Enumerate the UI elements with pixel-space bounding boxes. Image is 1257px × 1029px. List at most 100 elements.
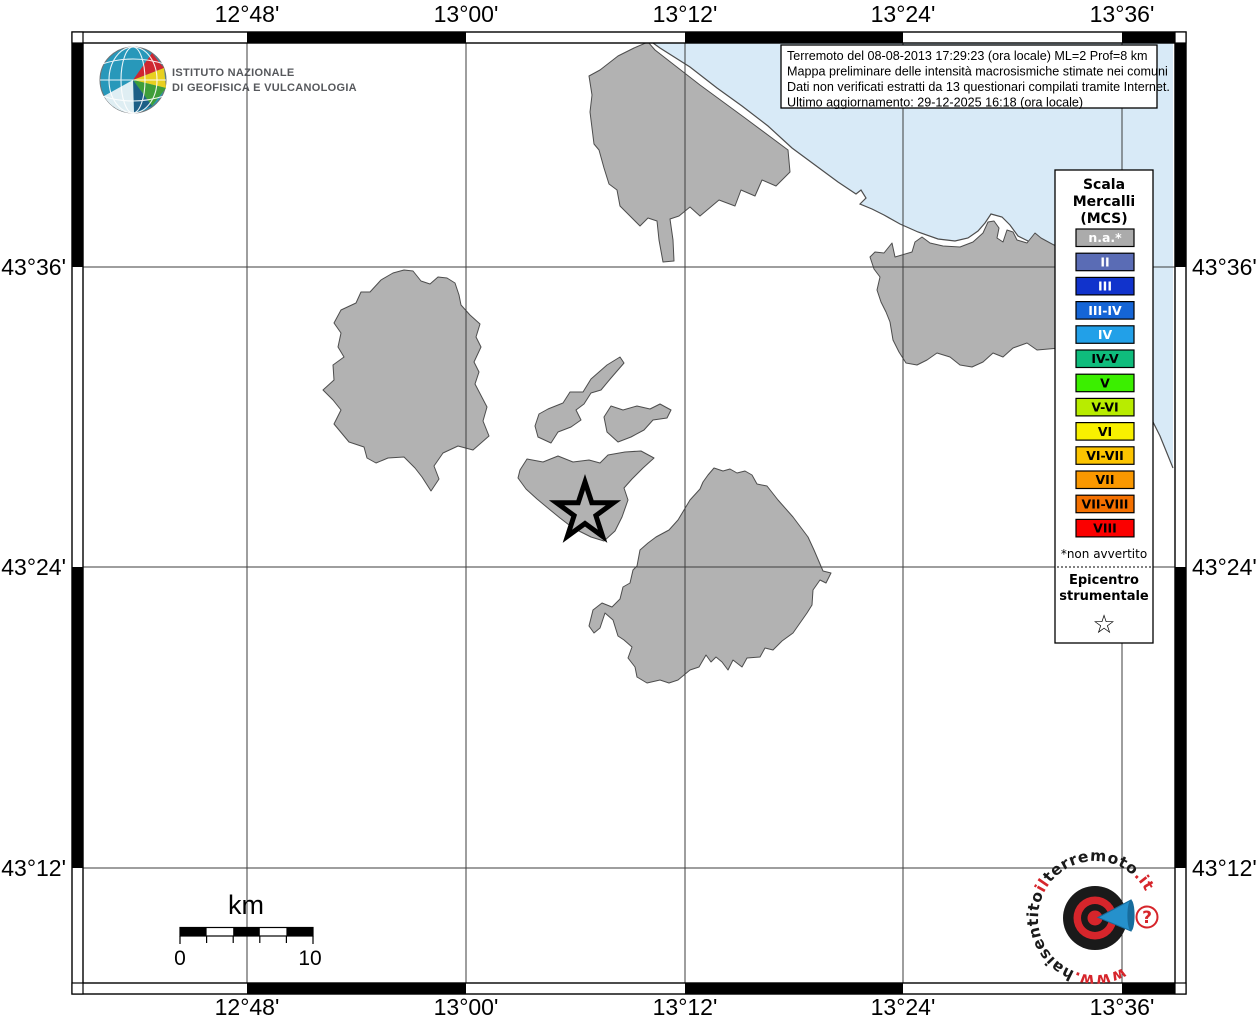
ingv-globe-navy-sector bbox=[133, 80, 152, 113]
legend-swatch-na bbox=[1075, 228, 1135, 248]
municipalities-na bbox=[322, 43, 1093, 684]
axis-label-bottom: 12°48' bbox=[215, 994, 280, 1020]
ingv-globe-green-sector bbox=[133, 80, 166, 106]
municipality-south-large bbox=[588, 467, 832, 684]
legend-swatch-iv-v bbox=[1075, 349, 1135, 369]
axis-label-bottom: 13°36' bbox=[1090, 994, 1155, 1020]
legend-epicenter-line2: strumentale bbox=[1059, 589, 1149, 604]
legend-label-vi: VI bbox=[1098, 424, 1112, 439]
frame-outer-border bbox=[71, 31, 1187, 995]
legend-background bbox=[1054, 169, 1154, 644]
scale-bar: km 0 10 bbox=[174, 890, 322, 970]
legend-title-line3: (MCS) bbox=[1080, 211, 1127, 227]
question-mark-icon: ? bbox=[1142, 908, 1152, 928]
frame-corner bbox=[1174, 982, 1187, 995]
frame-segment bbox=[72, 567, 83, 868]
ingv-logo: ISTITUTO NAZIONALE DI GEOFISICA E VULCAN… bbox=[99, 46, 357, 114]
legend-swatch-v bbox=[1075, 373, 1135, 393]
epicenter-star-marker bbox=[548, 473, 622, 543]
frame-segment bbox=[685, 32, 903, 43]
frame-segment bbox=[685, 983, 903, 994]
legend-label-iii-iv: III-IV bbox=[1088, 303, 1122, 318]
legend-epicenter-line1: Epicentro bbox=[1069, 573, 1139, 588]
axis-label-right: 43°36' bbox=[1192, 254, 1257, 280]
axis-label-right: 43°24' bbox=[1192, 554, 1257, 580]
info-line-event: Terremoto del 08-08-2013 17:29:23 (ora l… bbox=[787, 49, 1148, 63]
legend-swatch-vii-viii bbox=[1075, 494, 1135, 514]
ingv-name-line2: DI GEOFISICA E VULCANOLOGIA bbox=[172, 82, 357, 94]
adriatic-sea bbox=[653, 43, 1173, 468]
scale-bar-start: 0 bbox=[174, 947, 186, 970]
info-line-map-type: Mappa preliminare delle intensità macros… bbox=[787, 65, 1168, 79]
legend-label-vii-viii: VII-VIII bbox=[1082, 496, 1129, 511]
frame-inner-border bbox=[82, 42, 1176, 984]
question-mark-badge bbox=[1135, 905, 1159, 929]
axis-label-top: 13°00' bbox=[434, 1, 499, 27]
info-box-background bbox=[780, 44, 1158, 109]
info-line-questionnaires: Dati non verificati estratti da 13 quest… bbox=[787, 80, 1170, 94]
legend-label-vii: VII bbox=[1096, 472, 1115, 487]
frame-segment bbox=[247, 983, 466, 994]
scale-bar-segment bbox=[233, 927, 260, 936]
axis-label-left: 43°36' bbox=[1, 254, 66, 280]
legend-swatch-iii bbox=[1075, 276, 1135, 296]
municipality-center-small-west bbox=[534, 356, 625, 444]
axis-label-top: 13°12' bbox=[653, 1, 718, 27]
earthquake-info-box: Terremoto del 08-08-2013 17:29:23 (ora l… bbox=[780, 44, 1170, 110]
axis-label-left: 43°24' bbox=[1, 554, 66, 580]
legend-swatch-v-vi bbox=[1075, 397, 1135, 417]
axis-label-left: 43°12' bbox=[1, 855, 66, 881]
axis-label-right: 43°12' bbox=[1192, 855, 1257, 881]
legend-label-na: n.a.* bbox=[1088, 230, 1122, 245]
scale-bar-segment bbox=[286, 927, 313, 936]
scale-bar-end: 10 bbox=[298, 947, 321, 970]
legend-swatch-vi-vii bbox=[1075, 446, 1135, 465]
legend-footnote: *non avvertito bbox=[1061, 547, 1147, 561]
frame-segment bbox=[72, 43, 83, 267]
legend-swatch-iii-iv bbox=[1075, 301, 1135, 320]
legend-label-ii: II bbox=[1100, 254, 1109, 269]
frame-corner bbox=[71, 31, 84, 44]
frame-segment bbox=[1175, 567, 1186, 868]
municipality-center-small-east bbox=[603, 403, 672, 443]
municipality-west-large bbox=[322, 269, 490, 492]
legend-swatch-vi bbox=[1075, 422, 1135, 441]
axis-label-top: 13°36' bbox=[1090, 1, 1155, 27]
sound-cone-base bbox=[1127, 899, 1135, 932]
ingv-globe-red-sector bbox=[133, 53, 164, 80]
scale-bar-segment bbox=[180, 927, 207, 936]
frame-segment bbox=[1175, 43, 1186, 267]
legend-swatch-viii bbox=[1075, 518, 1135, 538]
map-interior bbox=[83, 43, 1175, 983]
legend-label-v-vi: V-VI bbox=[1091, 400, 1118, 415]
axis-label-bottom: 13°00' bbox=[434, 994, 499, 1020]
legend-label-viii: VIII bbox=[1093, 521, 1117, 536]
axis-label-bottom: 13°24' bbox=[871, 994, 936, 1020]
frame-corner bbox=[1174, 31, 1187, 44]
legend-title-line1: Scala bbox=[1083, 177, 1125, 193]
ingv-globe-yellow-sector bbox=[133, 68, 166, 88]
website-segment-www: www. bbox=[1071, 964, 1129, 989]
frame-segment bbox=[1122, 32, 1175, 43]
legend-label-iv: IV bbox=[1098, 327, 1113, 342]
legend-swatch-vii bbox=[1075, 470, 1135, 490]
frame-corner bbox=[71, 982, 84, 995]
legend-title-line2: Mercalli bbox=[1073, 194, 1135, 210]
axis-label-top: 12°48' bbox=[215, 1, 280, 27]
municipality-north-coastal bbox=[588, 43, 791, 263]
bullseye-center-dot bbox=[1087, 910, 1103, 926]
ingv-globe-grid bbox=[100, 46, 166, 114]
legend-swatch-iv bbox=[1075, 325, 1135, 344]
scale-bar-unit: km bbox=[228, 890, 264, 920]
axis-label-top: 13°24' bbox=[871, 1, 936, 27]
legend-label-iii: III bbox=[1098, 279, 1112, 294]
website-segment-terremoto: terremoto bbox=[1039, 847, 1142, 886]
info-line-updated: Ultimo aggiornamento: 29-12-2025 16:18 (… bbox=[787, 96, 1083, 110]
legend-label-v: V bbox=[1100, 375, 1110, 390]
legend-epicenter-star-icon: ☆ bbox=[1092, 610, 1115, 640]
legend-swatch-ii bbox=[1075, 252, 1135, 272]
ingv-name-line1: ISTITUTO NAZIONALE bbox=[172, 67, 295, 79]
